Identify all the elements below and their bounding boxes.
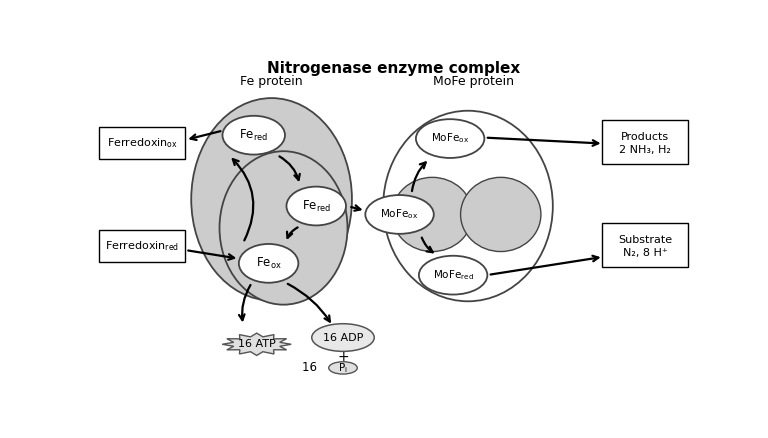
Text: MoFe$_{\mathregular{ox}}$: MoFe$_{\mathregular{ox}}$ (380, 208, 419, 221)
Ellipse shape (419, 256, 488, 294)
Text: Nitrogenase enzyme complex: Nitrogenase enzyme complex (267, 61, 520, 76)
Ellipse shape (286, 187, 346, 226)
Text: +: + (337, 350, 349, 364)
Ellipse shape (416, 119, 485, 158)
Ellipse shape (461, 177, 541, 251)
Text: 16 ADP: 16 ADP (323, 332, 363, 343)
FancyBboxPatch shape (602, 120, 688, 164)
Ellipse shape (329, 362, 357, 374)
FancyBboxPatch shape (99, 230, 185, 261)
Text: Fe$_{\mathregular{red}}$: Fe$_{\mathregular{red}}$ (302, 198, 331, 214)
Text: Products: Products (621, 132, 669, 142)
FancyBboxPatch shape (99, 127, 185, 159)
Text: N₂, 8 H⁺: N₂, 8 H⁺ (623, 248, 667, 258)
Text: Fe$_{\mathregular{ox}}$: Fe$_{\mathregular{ox}}$ (256, 256, 282, 271)
Ellipse shape (239, 244, 298, 283)
Ellipse shape (383, 111, 553, 301)
Polygon shape (222, 333, 291, 356)
Ellipse shape (223, 116, 285, 155)
Text: 2 NH₃, H₂: 2 NH₃, H₂ (619, 145, 671, 155)
Ellipse shape (312, 324, 374, 351)
Text: 16: 16 (302, 361, 320, 374)
Text: Substrate: Substrate (618, 235, 672, 245)
Text: MoFe$_{\mathregular{ox}}$: MoFe$_{\mathregular{ox}}$ (431, 132, 469, 145)
Text: Ferredoxin$_{\mathregular{ox}}$: Ferredoxin$_{\mathregular{ox}}$ (107, 136, 177, 150)
Text: MoFe$_{\mathregular{red}}$: MoFe$_{\mathregular{red}}$ (432, 268, 474, 282)
Text: Fe protein: Fe protein (240, 75, 303, 88)
Text: Ferredoxin$_{\mathregular{red}}$: Ferredoxin$_{\mathregular{red}}$ (105, 239, 179, 253)
Ellipse shape (220, 151, 347, 305)
Ellipse shape (392, 177, 472, 251)
Text: Fe$_{\mathregular{red}}$: Fe$_{\mathregular{red}}$ (239, 127, 268, 143)
FancyBboxPatch shape (602, 223, 688, 267)
Ellipse shape (366, 195, 434, 234)
Text: 16 ATP: 16 ATP (238, 339, 276, 349)
Ellipse shape (191, 98, 352, 300)
Text: P$_{\mathregular{i}}$: P$_{\mathregular{i}}$ (338, 361, 348, 375)
Text: MoFe protein: MoFe protein (433, 75, 515, 88)
